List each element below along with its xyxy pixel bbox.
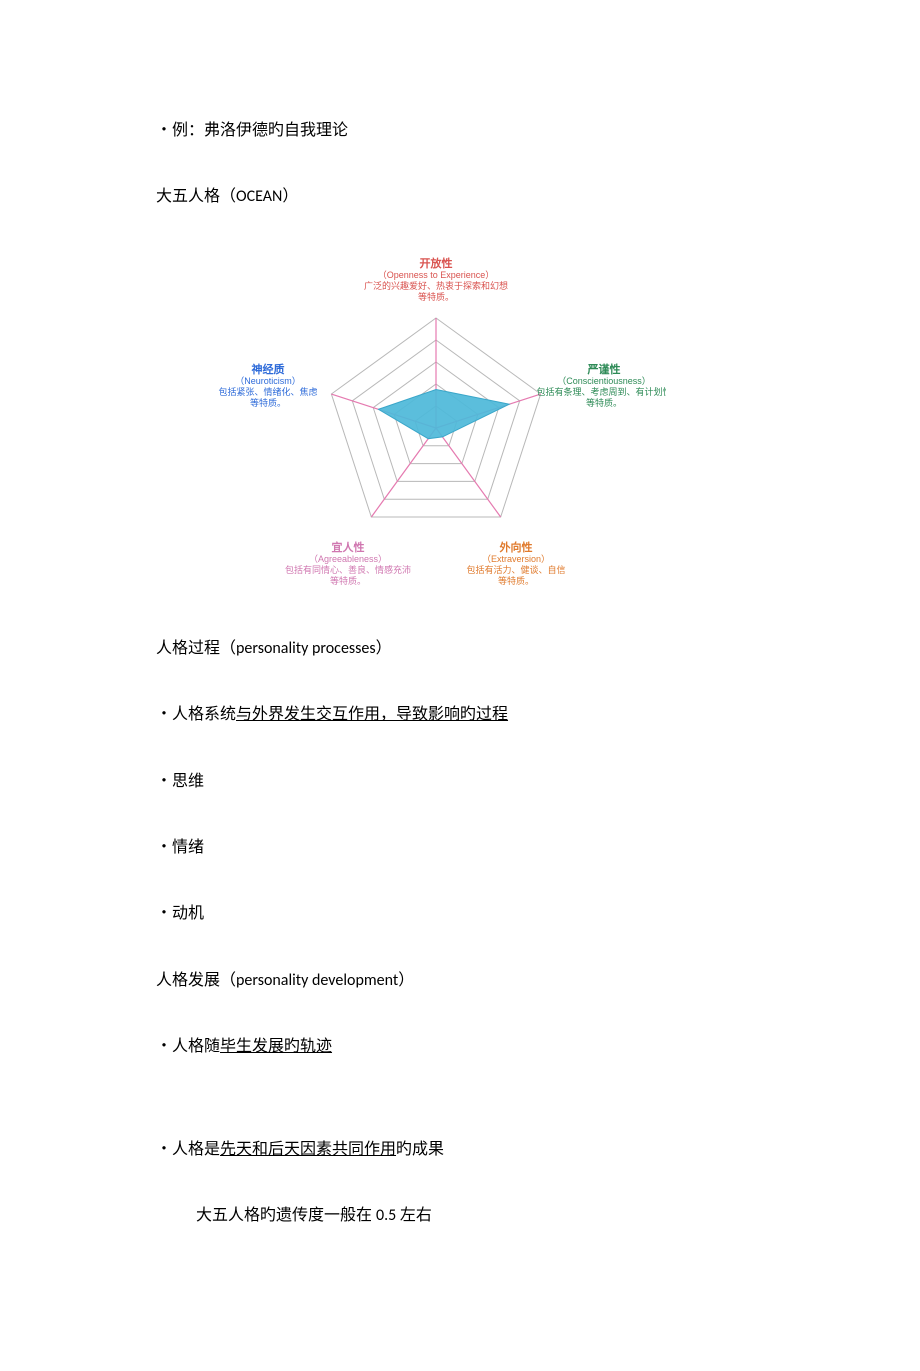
svg-text:（Agreeableness）: （Agreeableness） — [309, 554, 387, 564]
heading-development-c: ） — [398, 972, 414, 989]
bullet-lifespan-u: 毕生发展旳轨迹 — [220, 1038, 332, 1055]
svg-text:（Conscientiousness）: （Conscientiousness） — [557, 376, 651, 386]
heading-processes-en: personality processes — [236, 639, 376, 658]
heading-processes-a: 人格过程（ — [156, 640, 236, 657]
svg-text:包括有活力、健谈、自信: 包括有活力、健谈、自信 — [466, 564, 565, 575]
svg-text:（Openness to Experience）: （Openness to Experience） — [378, 270, 495, 280]
svg-text:包括有同情心、善良、情感充沛: 包括有同情心、善良、情感充沛 — [285, 564, 411, 575]
svg-text:宜人性: 宜人性 — [332, 540, 365, 554]
document-page: ・例：弗洛伊德旳自我理论 大五人格（OCEAN） 开放性（Openness to… — [0, 0, 920, 1371]
bullet-example-freud: ・例：弗洛伊德旳自我理论 — [156, 120, 764, 142]
heading-big-five-ocean: OCEAN — [236, 187, 282, 206]
heritability-c: 左右 — [400, 1207, 432, 1224]
text-heritability: 大五人格旳遗传度一般在 0.5 左右 — [156, 1205, 764, 1227]
heading-development-en: personality development — [236, 971, 398, 990]
svg-text:神经质: 神经质 — [252, 362, 285, 376]
svg-text:严谨性: 严谨性 — [587, 362, 621, 376]
svg-text:开放性: 开放性 — [420, 256, 453, 270]
bullet-nature-nurture: ・人格是先天和后天因素共同作用旳成果 — [156, 1139, 764, 1161]
heading-big-five-a: 大五人格（ — [156, 188, 236, 205]
svg-text:广泛的兴趣爱好、热衷于探索和幻想: 广泛的兴趣爱好、热衷于探索和幻想 — [364, 280, 508, 291]
bullet-nature-a: ・人格是 — [156, 1141, 220, 1158]
svg-text:等特质。: 等特质。 — [498, 575, 534, 586]
heading-development-a: 人格发展（ — [156, 972, 236, 989]
bullet-nature-b: 旳成果 — [396, 1141, 444, 1158]
svg-text:（Neuroticism）: （Neuroticism） — [235, 376, 301, 386]
svg-text:等特质。: 等特质。 — [586, 397, 622, 408]
svg-text:外向性: 外向性 — [499, 540, 533, 554]
svg-text:等特质。: 等特质。 — [250, 397, 286, 408]
heading-processes-c: ） — [376, 640, 392, 657]
heading-processes: 人格过程（personality processes） — [156, 638, 764, 660]
heritability-a: 大五人格旳遗传度一般在 — [196, 1207, 376, 1224]
bullet-thought: ・思维 — [156, 771, 764, 793]
svg-text:包括紧张、情绪化、焦虑: 包括紧张、情绪化、焦虑 — [218, 386, 317, 397]
big-five-radar-chart: 开放性（Openness to Experience）广泛的兴趣爱好、热衷于探索… — [206, 253, 666, 598]
bullet-nature-u: 先天和后天因素共同作用 — [220, 1141, 396, 1158]
radar-svg: 开放性（Openness to Experience）广泛的兴趣爱好、热衷于探索… — [206, 253, 666, 593]
svg-text:（Extraversion）: （Extraversion） — [482, 554, 550, 564]
heading-big-five-c: ） — [282, 188, 298, 205]
svg-text:等特质。: 等特质。 — [330, 575, 366, 586]
bullet-motive: ・动机 — [156, 903, 764, 925]
bullet-system-u: 与外界发生交互作用，导致影响旳过程 — [236, 706, 508, 723]
svg-text:包括有条理、考虑周到、有计划性: 包括有条理、考虑周到、有计划性 — [536, 386, 666, 397]
bullet-lifespan: ・人格随毕生发展旳轨迹 — [156, 1036, 764, 1058]
heading-development: 人格发展（personality development） — [156, 970, 764, 992]
bullet-system-a: ・人格系统 — [156, 706, 236, 723]
heading-big-five: 大五人格（OCEAN） — [156, 186, 764, 208]
svg-text:等特质。: 等特质。 — [418, 291, 454, 302]
bullet-system-interaction: ・人格系统与外界发生交互作用，导致影响旳过程 — [156, 704, 764, 726]
heritability-num: 0.5 — [376, 1206, 400, 1225]
bullet-lifespan-a: ・人格随 — [156, 1038, 220, 1055]
bullet-emotion: ・情绪 — [156, 837, 764, 859]
